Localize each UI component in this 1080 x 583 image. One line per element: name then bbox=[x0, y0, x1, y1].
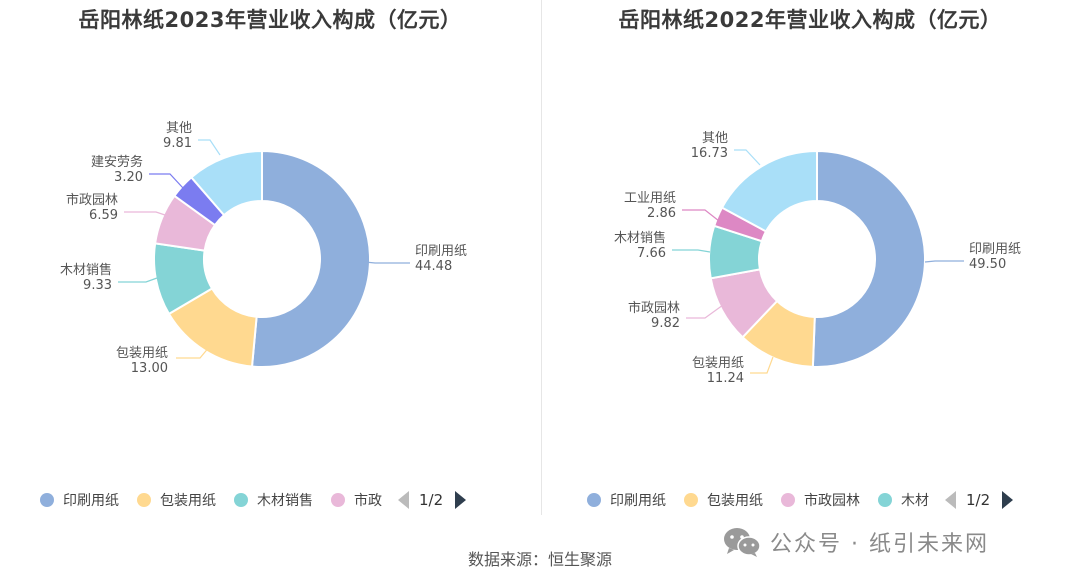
slice-value-label: 44.48 bbox=[415, 259, 452, 274]
legend-label: 印刷用纸 bbox=[610, 493, 666, 509]
legend-swatch bbox=[137, 493, 151, 507]
chart-title: 岳阳林纸2023年营业收入构成（亿元） bbox=[78, 8, 462, 32]
slice-value-label: 11.24 bbox=[707, 371, 744, 386]
legend-label: 包装用纸 bbox=[160, 493, 216, 509]
chart-panel-2022: 岳阳林纸2022年营业收入构成（亿元） 印刷用纸 49.50 包装用纸 11.24 市政… bbox=[540, 0, 1080, 520]
leader-line bbox=[364, 261, 410, 264]
data-source: 数据来源：恒生聚源 bbox=[467, 550, 612, 569]
watermark: 公众号 · 纸引未来网 bbox=[722, 526, 989, 558]
slice-6 bbox=[189, 149, 263, 217]
legend-swatch bbox=[587, 493, 601, 507]
legend-label: 木材 bbox=[901, 493, 929, 509]
legend-swatch bbox=[234, 493, 248, 507]
slice-label: 木材销售 bbox=[614, 230, 666, 246]
slice-value-label: 6.59 bbox=[89, 208, 118, 223]
legend-item[interactable]: 市政 bbox=[331, 490, 382, 510]
leader-line bbox=[176, 345, 211, 359]
legend-swatch bbox=[878, 493, 892, 507]
next-page-icon[interactable] bbox=[1002, 491, 1014, 509]
slice-value-label: 3.20 bbox=[114, 170, 143, 185]
slice-value-label: 7.66 bbox=[637, 246, 666, 261]
slice-label: 其他 bbox=[702, 131, 728, 146]
leader-line bbox=[682, 209, 720, 222]
slice-value-label: 9.81 bbox=[163, 136, 192, 151]
pager-text: 1/2 bbox=[966, 491, 991, 509]
legend-item[interactable]: 木材 bbox=[878, 490, 929, 510]
legend-swatch bbox=[781, 493, 795, 507]
legend-label: 木材销售 bbox=[257, 493, 313, 509]
chart-title: 岳阳林纸2022年营业收入构成（亿元） bbox=[618, 8, 1002, 32]
prev-page-icon[interactable] bbox=[398, 491, 409, 509]
legend-item[interactable]: 印刷用纸 bbox=[587, 490, 666, 510]
legend-label: 市政园林 bbox=[804, 493, 860, 509]
wechat-icon bbox=[724, 528, 761, 557]
legend-item[interactable]: 木材销售 bbox=[234, 490, 313, 510]
leader-line bbox=[198, 139, 221, 156]
leader-line bbox=[124, 211, 169, 217]
legend-pager: 1/2 bbox=[945, 491, 1014, 509]
legend-item[interactable]: 市政园林 bbox=[781, 490, 860, 510]
legend-label: 市政 bbox=[354, 493, 382, 509]
leader-line bbox=[118, 277, 158, 283]
leader-line bbox=[924, 260, 964, 263]
slice-value-label: 2.86 bbox=[647, 206, 676, 221]
legend-swatch bbox=[684, 493, 698, 507]
slice-1 bbox=[811, 149, 926, 368]
legend: 印刷用纸 包装用纸 木材销售 市政 1/2 bbox=[40, 489, 467, 511]
legend-label: 印刷用纸 bbox=[63, 493, 119, 509]
prev-page-icon[interactable] bbox=[945, 491, 956, 509]
legend-item[interactable]: 包装用纸 bbox=[684, 490, 763, 510]
slice-label: 建安劳务 bbox=[91, 154, 143, 170]
legend-item[interactable]: 包装用纸 bbox=[137, 490, 216, 510]
leader-line bbox=[686, 304, 724, 319]
slice-label: 印刷用纸 bbox=[969, 242, 1021, 257]
slice-label: 工业用纸 bbox=[624, 191, 676, 206]
slice-label: 市政园林 bbox=[66, 192, 118, 208]
pager-text: 1/2 bbox=[419, 491, 444, 509]
slice-label: 市政园林 bbox=[628, 300, 680, 316]
slice-value-label: 9.33 bbox=[83, 278, 112, 293]
slice-value-label: 16.73 bbox=[691, 146, 728, 161]
legend-swatch bbox=[40, 493, 54, 507]
slice-label: 其他 bbox=[166, 121, 192, 136]
leader-line bbox=[672, 249, 711, 253]
next-page-icon[interactable] bbox=[455, 491, 467, 509]
legend-item[interactable]: 印刷用纸 bbox=[40, 490, 119, 510]
legend: 印刷用纸 包装用纸 市政园林 木材 1/2 bbox=[587, 489, 1014, 511]
slice-label: 包装用纸 bbox=[116, 346, 168, 361]
slice-6 bbox=[720, 149, 818, 233]
slice-value-label: 13.00 bbox=[131, 361, 168, 376]
leader-line bbox=[750, 356, 774, 374]
leader-line bbox=[734, 149, 761, 166]
legend-swatch bbox=[331, 493, 345, 507]
legend-label: 包装用纸 bbox=[707, 493, 763, 509]
leader-line bbox=[149, 173, 184, 189]
watermark-text: 公众号 · 纸引未来网 bbox=[770, 532, 989, 557]
slice-value-label: 9.82 bbox=[651, 316, 680, 331]
slice-label: 木材销售 bbox=[60, 262, 112, 278]
slice-label: 包装用纸 bbox=[692, 356, 744, 371]
slice-1 bbox=[250, 149, 371, 368]
slice-label: 印刷用纸 bbox=[415, 244, 467, 259]
chart-panel-2023: 岳阳林纸2023年营业收入构成（亿元） 印刷用纸 44.48 包装用纸 13.00 木材… bbox=[0, 0, 540, 520]
divider bbox=[541, 0, 542, 515]
legend-pager: 1/2 bbox=[398, 491, 467, 509]
slice-value-label: 49.50 bbox=[969, 257, 1006, 272]
